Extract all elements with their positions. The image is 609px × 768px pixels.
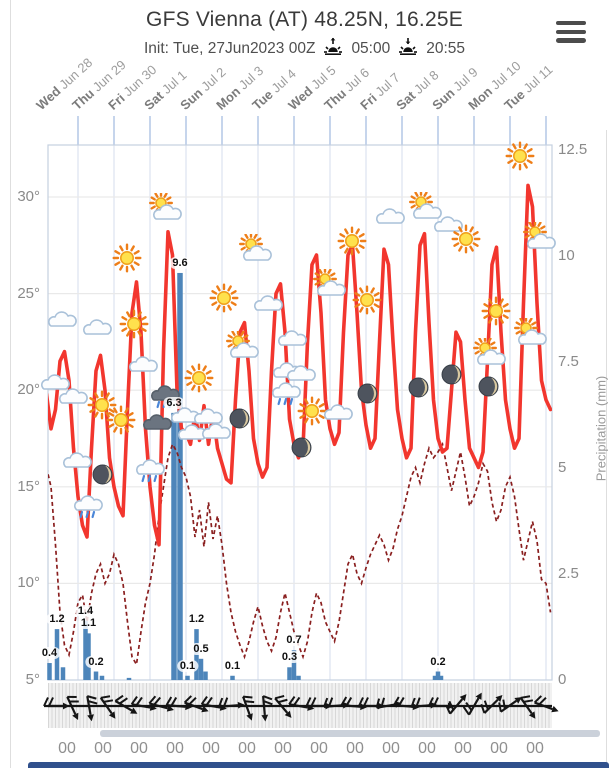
precip-axis-tick-label: 7.5 xyxy=(558,353,579,370)
wind-barb-icon xyxy=(498,697,522,713)
wind-barb-icon xyxy=(519,695,536,719)
precip-bar xyxy=(203,671,208,680)
wind-barb-icon xyxy=(480,695,503,714)
sunrise-icon xyxy=(322,37,344,60)
precip-value-label: 0.7 xyxy=(283,634,305,647)
time-axis-label: 00 xyxy=(94,740,112,757)
bottom-toolbar-edge xyxy=(28,762,609,768)
precip-bar xyxy=(198,658,204,680)
time-axis-label: 00 xyxy=(130,740,148,757)
temp-axis-tick-label: 10° xyxy=(17,574,40,592)
wind-barb-icon xyxy=(165,696,192,711)
precip-bar xyxy=(291,650,297,680)
precip-value-label: 0.1 xyxy=(176,659,199,672)
wind-barb-icon xyxy=(183,695,209,713)
sunrise-time: 05:00 xyxy=(351,39,391,57)
precip-bar xyxy=(93,671,99,680)
time-axis-label: 00 xyxy=(490,740,508,757)
wind-barb-icon xyxy=(86,695,98,722)
precip-value-label: 1.4 xyxy=(74,604,97,617)
wind-barb-icon xyxy=(99,695,116,719)
right-page-border xyxy=(606,130,607,768)
precip-bar xyxy=(99,675,105,680)
precip-value-label: 1.1 xyxy=(77,617,100,630)
time-axis-label: 00 xyxy=(346,740,364,757)
precip-value-label: 1.2 xyxy=(185,613,208,626)
init-row: Init: Tue, 27Jun2023 00Z 05:00 20:55 xyxy=(0,37,609,60)
wind-barb-icon xyxy=(261,695,273,722)
time-axis-label: 00 xyxy=(58,740,76,757)
precip-axis-tick-label: 5 xyxy=(558,459,567,476)
precip-value-label: 0.2 xyxy=(427,655,449,668)
precip-bar xyxy=(83,620,88,680)
precip-value-label: 0.4 xyxy=(38,647,61,660)
time-axis-label: 00 xyxy=(238,740,256,757)
sunset-time: 20:55 xyxy=(426,39,466,57)
precip-bar xyxy=(287,667,292,680)
precip-bar xyxy=(435,671,441,680)
temperature-series xyxy=(48,183,552,547)
precip-bar xyxy=(185,675,190,680)
precip-value-label: 9.6 xyxy=(169,256,191,269)
precip-value-label: 1.2 xyxy=(46,613,68,626)
wind-barb-icon xyxy=(148,695,174,712)
temp-axis-tick-label: 20° xyxy=(17,381,40,399)
precip-axis-tick-label: 10 xyxy=(558,247,575,264)
precip-value-label: 6.3 xyxy=(163,396,185,409)
wind-barb-icon xyxy=(130,696,157,711)
page-title: GFS Vienna (AT) 48.25N, 16.25E xyxy=(146,8,463,31)
precip-axis-tick-label: 2.5 xyxy=(558,565,579,582)
wind-barb-icon xyxy=(218,697,245,709)
wind-barb-icon xyxy=(462,692,482,716)
precip-bar xyxy=(438,675,444,680)
sunset-icon xyxy=(397,37,419,60)
left-page-border xyxy=(10,0,11,768)
hamburger-menu-button[interactable] xyxy=(556,21,586,44)
time-axis-label: 00 xyxy=(382,740,400,757)
wind-barb-icon xyxy=(242,695,255,721)
precip-value-label: 0.3 xyxy=(278,651,301,664)
precip-value-label: 0.1 xyxy=(221,659,244,672)
precip-bar xyxy=(60,667,66,680)
precip-bar xyxy=(296,675,301,680)
time-axis-label: 00 xyxy=(310,740,328,757)
wind-barb-icon xyxy=(445,694,467,715)
wind-barb-icon xyxy=(533,695,559,713)
time-axis-label: 00 xyxy=(526,740,544,757)
temp-axis-tick-label: 15° xyxy=(17,477,40,495)
precip-bar xyxy=(177,272,183,680)
wind-barb-icon xyxy=(428,697,455,710)
time-axis-label: 00 xyxy=(274,740,292,757)
temp-axis-tick-label: 25° xyxy=(17,284,40,302)
time-axis-label: 00 xyxy=(418,740,436,757)
time-axis-label: 00 xyxy=(454,740,472,757)
precip-bar xyxy=(126,677,132,680)
wind-barb-icon xyxy=(66,695,79,721)
precip-axis-title: Precipitation (mm) xyxy=(593,375,609,482)
wind-barb-icon xyxy=(43,697,70,710)
precip-axis-tick-label: 12.5 xyxy=(558,141,588,158)
wind-barb-icon xyxy=(274,694,292,718)
precip-bar xyxy=(171,412,177,680)
wind-barb-icon xyxy=(114,694,138,714)
precip-bar xyxy=(230,675,235,680)
horizontal-scrollbar[interactable] xyxy=(100,730,600,737)
time-axis-label: 00 xyxy=(202,740,220,757)
precip-value-label: 0.2 xyxy=(85,655,107,668)
temp-axis-tick-label: 30° xyxy=(17,188,40,205)
precip-axis-tick-label: 0 xyxy=(558,671,567,688)
temp-axis-tick-label: 5° xyxy=(25,671,40,688)
init-label: Init: Tue, 27Jun2023 00Z xyxy=(143,39,316,57)
precip-bar xyxy=(47,663,52,680)
time-axis-label: 00 xyxy=(166,740,184,757)
precip-bar xyxy=(432,675,438,680)
precip-value-label: 0.5 xyxy=(190,642,212,655)
